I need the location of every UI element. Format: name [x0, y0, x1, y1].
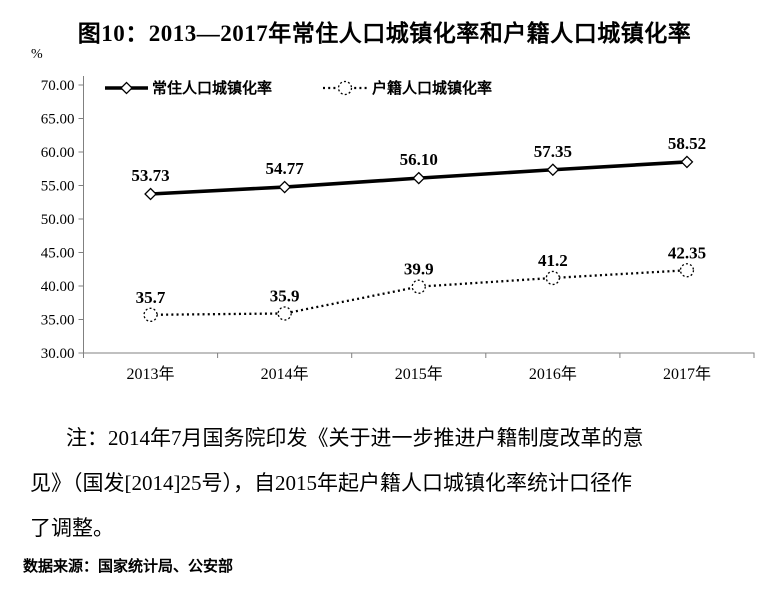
chart-note: 注：2014年7月国务院印发《关于进一步推进户籍制度改革的意 见》（国发[201… — [30, 416, 746, 551]
data-point-label: 54.77 — [266, 159, 305, 178]
legend-item-label: 常住人口城镇化率 — [152, 79, 272, 97]
legend-diamond-marker — [120, 81, 133, 95]
x-tick-label: 2017年 — [663, 365, 711, 383]
data-point-marker — [143, 307, 158, 322]
y-tick-label: 45.00 — [41, 246, 75, 262]
data-point-marker — [546, 163, 560, 177]
data-point-label: 41.2 — [538, 251, 568, 270]
y-tick-label: 50.00 — [41, 212, 75, 228]
data-point-marker — [545, 270, 560, 286]
data-point-label: 58.52 — [668, 134, 706, 153]
data-point-marker — [411, 279, 426, 294]
data-point-label: 56.10 — [400, 150, 438, 169]
y-tick-label: 55.00 — [41, 179, 75, 195]
data-point-marker — [412, 171, 426, 185]
y-tick-label: 30.00 — [41, 346, 75, 362]
x-tick-label: 2015年 — [395, 365, 443, 383]
y-tick-label: 35.00 — [41, 313, 75, 329]
note-line: 见》（国发[2014]25号），自2015年起户籍人口城镇化率统计口径作 — [30, 471, 632, 495]
data-point-label: 42.35 — [668, 243, 706, 262]
y-tick-label: 70.00 — [41, 78, 75, 94]
x-tick-label: 2014年 — [261, 365, 309, 383]
data-point-label: 57.35 — [534, 142, 572, 161]
legend-item-label: 户籍人口城镇化率 — [372, 79, 492, 97]
data-point-label: 35.9 — [270, 286, 300, 305]
data-point-marker — [144, 187, 157, 201]
y-tick-label: 65.00 — [41, 112, 75, 128]
data-point-label: 39.9 — [404, 260, 434, 279]
data-source-label: 数据来源：国家统计局、公安部 — [23, 558, 234, 575]
note-line: 了调整。 — [30, 516, 114, 540]
legend-circle-marker — [337, 80, 353, 96]
y-tick-label: 60.00 — [41, 145, 75, 161]
x-tick-label: 2016年 — [529, 365, 577, 383]
data-point-marker — [278, 180, 292, 194]
data-point-label: 53.73 — [131, 166, 169, 185]
data-point-marker — [277, 306, 292, 321]
chart-title: 图10：2013—2017年常住人口城镇化率和户籍人口城镇化率 — [77, 21, 692, 46]
note-line: 注：2014年7月国务院印发《关于进一步推进户籍制度改革的意 — [66, 426, 644, 450]
data-point-label: 35.7 — [136, 288, 166, 307]
x-tick-label: 2013年 — [127, 365, 175, 383]
data-point-marker — [680, 155, 694, 169]
y-tick-label: 40.00 — [41, 279, 75, 295]
y-axis-unit-label: % — [31, 47, 43, 62]
data-point-marker — [679, 263, 695, 278]
line-chart: 70.00 65.00 60.00 55.00 50.00 45.00 40.00 35.00… — [41, 76, 755, 383]
